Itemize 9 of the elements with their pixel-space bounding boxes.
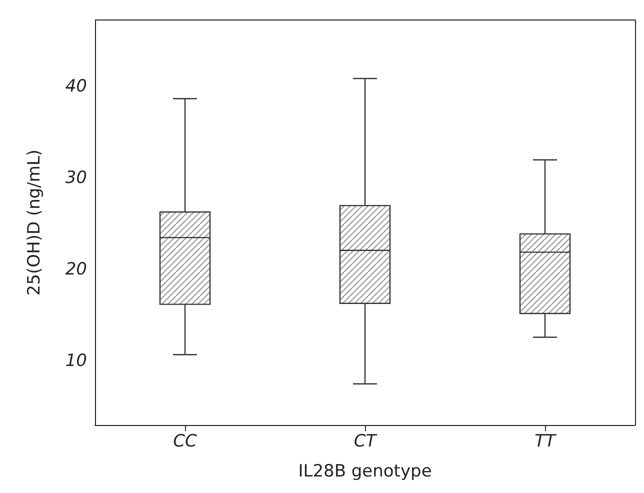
x-tick-label: CT (354, 432, 378, 452)
y-tick-label: 20 (65, 260, 87, 280)
y-tick-label: 30 (65, 168, 87, 188)
y-tick-label: 40 (65, 76, 87, 97)
x-axis-title: IL28B genotype (298, 462, 432, 482)
x-tick-label: CC (173, 432, 197, 452)
x-tick-label: TT (534, 432, 557, 452)
y-axis-title: 25(OH)D (ng/mL) (24, 149, 44, 296)
y-tick-label: 10 (65, 351, 87, 372)
